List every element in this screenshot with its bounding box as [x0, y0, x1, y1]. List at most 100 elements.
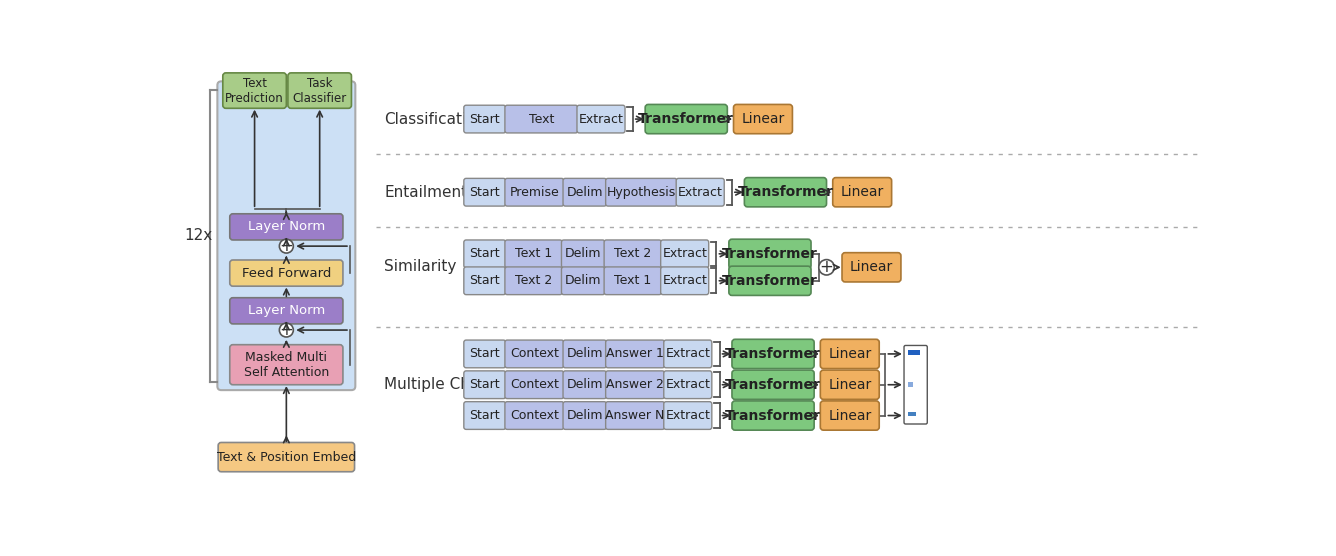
- FancyBboxPatch shape: [505, 178, 564, 206]
- FancyBboxPatch shape: [733, 105, 792, 133]
- Text: Linear: Linear: [840, 185, 884, 199]
- FancyBboxPatch shape: [661, 240, 708, 267]
- FancyBboxPatch shape: [562, 401, 607, 429]
- FancyBboxPatch shape: [732, 339, 814, 369]
- FancyBboxPatch shape: [230, 260, 343, 286]
- Text: Linear: Linear: [828, 378, 871, 392]
- Text: Linear: Linear: [741, 112, 784, 126]
- FancyBboxPatch shape: [223, 73, 286, 108]
- FancyBboxPatch shape: [605, 178, 677, 206]
- Text: Extract: Extract: [677, 186, 723, 198]
- FancyBboxPatch shape: [729, 239, 811, 269]
- Text: Context: Context: [510, 378, 558, 391]
- Text: Extract: Extract: [665, 409, 711, 422]
- Text: Transformer: Transformer: [721, 274, 818, 288]
- Text: Task
Classifier: Task Classifier: [293, 77, 347, 105]
- FancyBboxPatch shape: [562, 340, 607, 368]
- Text: 12x: 12x: [184, 228, 212, 243]
- FancyBboxPatch shape: [820, 401, 879, 430]
- FancyBboxPatch shape: [605, 340, 664, 368]
- Text: Text 2: Text 2: [514, 274, 552, 287]
- FancyBboxPatch shape: [464, 340, 505, 368]
- Text: Start: Start: [469, 409, 500, 422]
- Text: Start: Start: [469, 274, 500, 287]
- FancyBboxPatch shape: [218, 443, 354, 471]
- Text: Delim: Delim: [566, 409, 603, 422]
- Text: Entailment: Entailment: [383, 185, 468, 200]
- Text: Hypothesis: Hypothesis: [607, 186, 676, 198]
- Text: Answer 1: Answer 1: [607, 348, 664, 360]
- Text: +: +: [279, 237, 294, 255]
- Text: Multiple Choice: Multiple Choice: [383, 377, 501, 392]
- FancyBboxPatch shape: [661, 267, 708, 295]
- FancyBboxPatch shape: [464, 401, 505, 429]
- FancyBboxPatch shape: [505, 105, 577, 133]
- Text: Layer Norm: Layer Norm: [247, 220, 325, 234]
- FancyBboxPatch shape: [505, 340, 564, 368]
- Text: Transformer: Transformer: [721, 247, 818, 261]
- Text: Extract: Extract: [665, 348, 711, 360]
- FancyBboxPatch shape: [664, 371, 712, 399]
- Text: Linear: Linear: [850, 260, 892, 274]
- FancyBboxPatch shape: [664, 401, 712, 429]
- FancyBboxPatch shape: [505, 401, 564, 429]
- Text: Transformer: Transformer: [639, 112, 735, 126]
- FancyBboxPatch shape: [561, 267, 605, 295]
- Text: Masked Multi
Self Attention: Masked Multi Self Attention: [243, 351, 329, 379]
- Text: Linear: Linear: [828, 409, 871, 423]
- Circle shape: [279, 323, 294, 337]
- FancyBboxPatch shape: [287, 73, 351, 108]
- FancyBboxPatch shape: [676, 178, 724, 206]
- Text: Delim: Delim: [566, 186, 603, 198]
- Text: Transformer: Transformer: [725, 378, 822, 392]
- Text: Answer 2: Answer 2: [607, 378, 664, 391]
- FancyBboxPatch shape: [820, 370, 879, 399]
- Circle shape: [279, 239, 294, 253]
- Text: Feed Forward: Feed Forward: [242, 266, 331, 280]
- FancyBboxPatch shape: [464, 267, 505, 295]
- Text: Context: Context: [510, 409, 558, 422]
- FancyBboxPatch shape: [744, 177, 827, 207]
- Text: +: +: [279, 321, 294, 339]
- Text: Transformer: Transformer: [725, 409, 822, 423]
- FancyBboxPatch shape: [505, 371, 564, 399]
- FancyBboxPatch shape: [904, 345, 927, 424]
- FancyBboxPatch shape: [732, 401, 814, 430]
- Text: Start: Start: [469, 348, 500, 360]
- Text: Premise: Premise: [509, 186, 560, 198]
- FancyBboxPatch shape: [842, 252, 900, 282]
- Text: Delim: Delim: [565, 247, 601, 260]
- FancyBboxPatch shape: [604, 240, 661, 267]
- Text: +: +: [819, 259, 834, 276]
- FancyBboxPatch shape: [732, 370, 814, 399]
- Text: Extract: Extract: [663, 247, 707, 260]
- Text: Text 1: Text 1: [615, 274, 652, 287]
- Text: Start: Start: [469, 378, 500, 391]
- Text: Transformer: Transformer: [725, 347, 822, 361]
- FancyBboxPatch shape: [729, 266, 811, 295]
- Bar: [908, 411, 916, 416]
- Text: Start: Start: [469, 247, 500, 260]
- FancyBboxPatch shape: [562, 178, 607, 206]
- FancyBboxPatch shape: [561, 240, 605, 267]
- FancyBboxPatch shape: [832, 177, 891, 207]
- FancyBboxPatch shape: [820, 339, 879, 369]
- Text: Delim: Delim: [566, 348, 603, 360]
- FancyBboxPatch shape: [505, 240, 562, 267]
- FancyBboxPatch shape: [464, 371, 505, 399]
- FancyBboxPatch shape: [464, 178, 505, 206]
- Text: Extract: Extract: [665, 378, 711, 391]
- Text: Answer N: Answer N: [605, 409, 665, 422]
- Bar: [908, 383, 914, 387]
- Text: Start: Start: [469, 186, 500, 198]
- Bar: [908, 350, 921, 355]
- FancyBboxPatch shape: [605, 371, 664, 399]
- Text: Text 2: Text 2: [615, 247, 652, 260]
- FancyBboxPatch shape: [218, 81, 355, 390]
- Text: Layer Norm: Layer Norm: [247, 304, 325, 317]
- Text: Transformer: Transformer: [737, 185, 834, 199]
- Text: Similarity: Similarity: [383, 260, 457, 275]
- Text: Delim: Delim: [565, 274, 601, 287]
- FancyBboxPatch shape: [604, 267, 661, 295]
- FancyBboxPatch shape: [464, 105, 505, 133]
